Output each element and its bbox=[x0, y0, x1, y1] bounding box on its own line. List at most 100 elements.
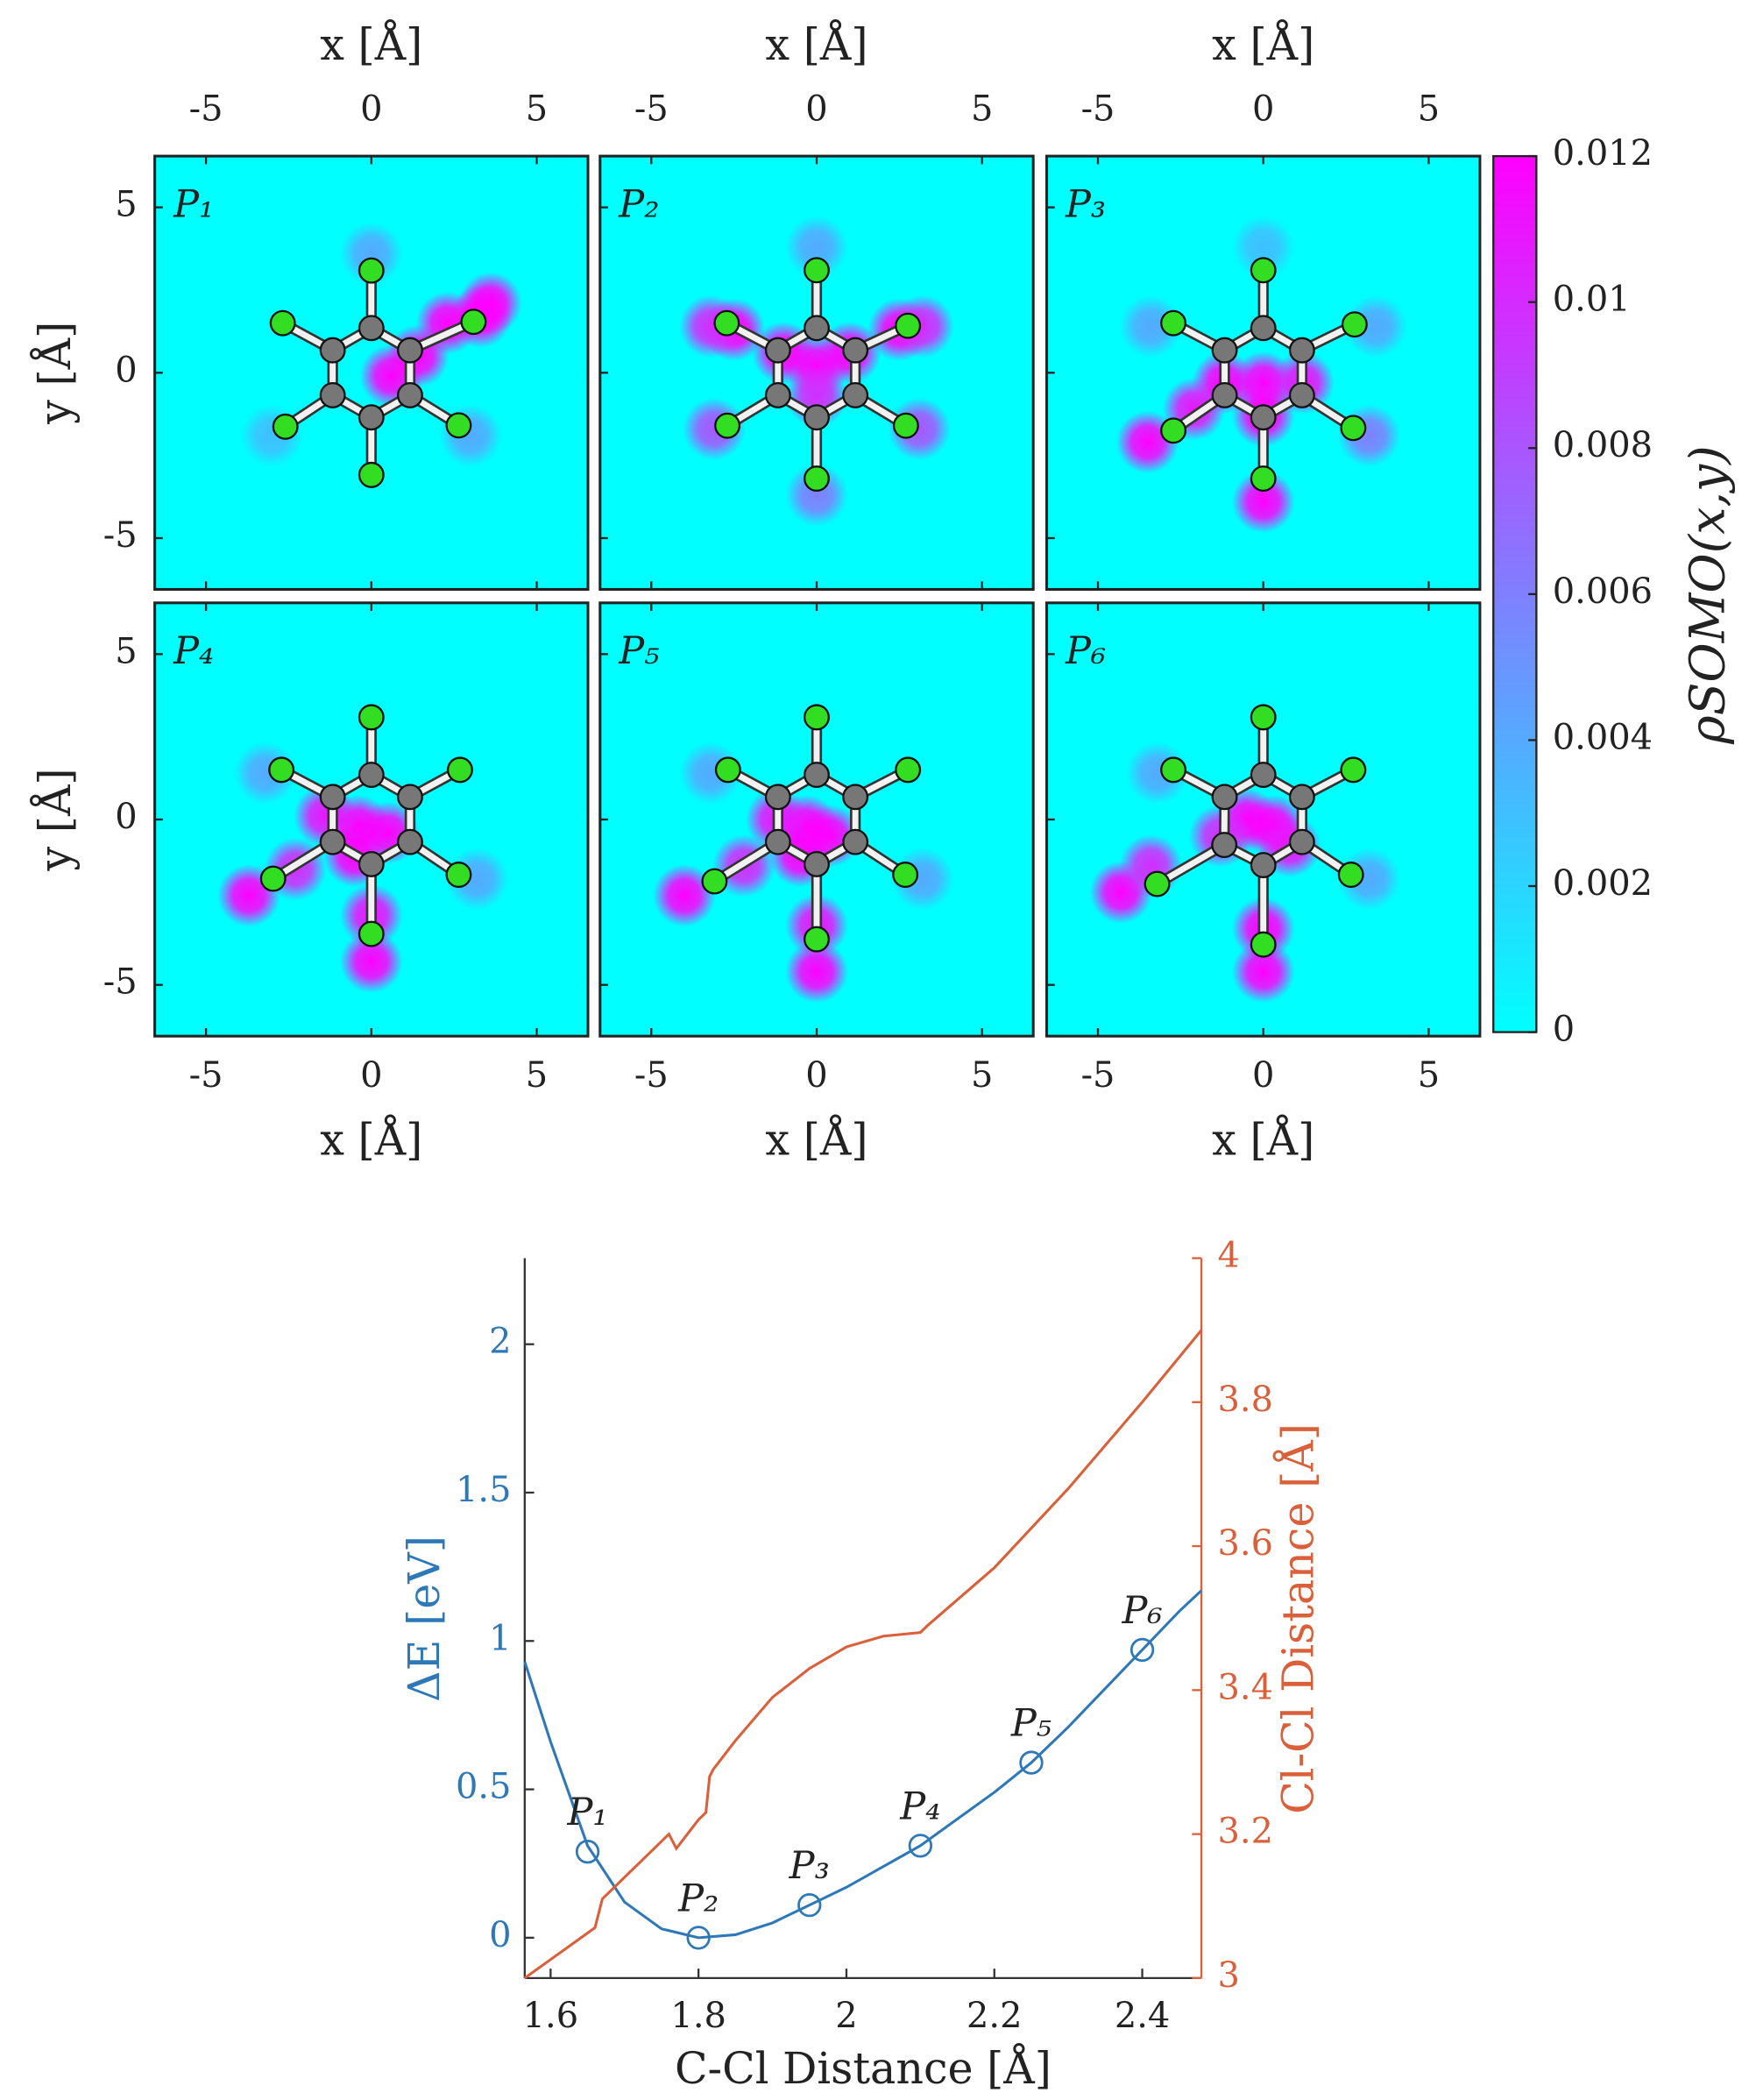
y2-tick-label: 3.2 bbox=[1218, 1812, 1273, 1852]
x-tick-label: -5 bbox=[189, 1055, 223, 1096]
x-tick-label: 1.8 bbox=[670, 1996, 726, 2036]
chlorine-atom bbox=[1250, 257, 1277, 284]
panel bbox=[599, 156, 1034, 590]
chlorine-atom bbox=[1160, 417, 1187, 444]
panel bbox=[1046, 602, 1480, 1037]
panel-label: P₄ bbox=[173, 629, 214, 673]
panel bbox=[154, 602, 588, 1037]
colorbar-tick-label: 0.01 bbox=[1553, 280, 1631, 320]
density-blob bbox=[653, 863, 716, 927]
carbon-atom bbox=[358, 850, 385, 877]
y-tick-label: 0.5 bbox=[456, 1767, 511, 1807]
carbon-atom bbox=[319, 381, 346, 408]
chlorine-atom bbox=[804, 926, 830, 953]
density-blob bbox=[785, 216, 848, 279]
y-tick-label: 2 bbox=[489, 1322, 511, 1362]
y2-tick-label: 3 bbox=[1218, 1955, 1240, 1996]
carbon-atom bbox=[396, 381, 423, 408]
point-marker bbox=[1129, 1637, 1155, 1663]
y2-tick-label: 4 bbox=[1218, 1236, 1240, 1276]
y-tick-label: 5 bbox=[115, 185, 137, 225]
carbon-atom bbox=[1250, 315, 1277, 342]
x-tick-label: 5 bbox=[526, 1055, 548, 1096]
y2-tick-label: 3.4 bbox=[1218, 1667, 1273, 1707]
y-tick-label: 0 bbox=[115, 797, 137, 837]
x-tick-label: 5 bbox=[971, 89, 993, 129]
y-tick-label: -5 bbox=[103, 515, 138, 556]
chlorine-atom bbox=[892, 862, 919, 888]
point-marker bbox=[575, 1840, 600, 1864]
chlorine-atom bbox=[1337, 862, 1364, 888]
carbon-atom bbox=[396, 337, 423, 364]
x-tick-label: -5 bbox=[189, 89, 223, 129]
chlorine-atom bbox=[713, 309, 740, 337]
x-tick-label: -5 bbox=[634, 89, 669, 129]
x-axis-label: x [Å] bbox=[320, 19, 422, 70]
chlorine-atom bbox=[269, 309, 296, 337]
chlorine-atom bbox=[358, 920, 385, 947]
point-marker bbox=[908, 1834, 933, 1858]
carbon-atom bbox=[396, 828, 423, 855]
chlorine-atom bbox=[460, 309, 487, 336]
x-tick-label: 0 bbox=[360, 1055, 382, 1096]
point-label: P₃ bbox=[789, 1844, 830, 1888]
chlorine-atom bbox=[358, 704, 385, 731]
carbon-atom bbox=[1250, 404, 1277, 431]
carbon-atom bbox=[1211, 784, 1238, 811]
panel-label: P₃ bbox=[1065, 182, 1106, 226]
chlorine-atom bbox=[895, 312, 922, 339]
density-blob bbox=[890, 294, 954, 358]
carbon-atom bbox=[1288, 337, 1315, 364]
carbon-atom bbox=[842, 381, 869, 408]
colorbar-label: ρSOMO(x,y) bbox=[1680, 445, 1736, 745]
colorbar-tick-label: 0.002 bbox=[1553, 863, 1653, 904]
carbon-atom bbox=[358, 404, 385, 431]
carbon-atom bbox=[396, 784, 423, 811]
chlorine-atom bbox=[701, 868, 728, 895]
y2-axis-label: Cl-Cl Distance [Å] bbox=[1273, 1423, 1324, 1814]
y-tick-label: 5 bbox=[115, 631, 137, 671]
colorbar-tick-label: 0.004 bbox=[1553, 717, 1653, 757]
carbon-atom bbox=[358, 762, 385, 789]
y-tick-label: 1.5 bbox=[456, 1470, 511, 1510]
x-tick-label: 0 bbox=[805, 89, 827, 129]
carbon-atom bbox=[804, 404, 830, 431]
panel-label: P₁ bbox=[173, 182, 214, 226]
series-line bbox=[523, 1589, 1203, 1940]
x-tick-label: -5 bbox=[634, 1055, 669, 1096]
chlorine-atom bbox=[892, 412, 919, 439]
carbon-atom bbox=[842, 828, 869, 855]
carbon-atom bbox=[804, 315, 830, 342]
carbon-atom bbox=[358, 315, 385, 342]
density-blob bbox=[1231, 216, 1295, 279]
point-label: P₄ bbox=[899, 1784, 940, 1828]
x-tick-label: -5 bbox=[1081, 89, 1115, 129]
chlorine-atom bbox=[445, 862, 472, 888]
carbon-atom bbox=[319, 784, 346, 811]
colorbar-tick-label: 0.008 bbox=[1553, 425, 1653, 465]
chlorine-atom bbox=[714, 756, 741, 784]
x-tick-label: 0 bbox=[805, 1055, 827, 1096]
carbon-atom bbox=[764, 337, 791, 364]
x-tick-label: 5 bbox=[526, 89, 548, 129]
carbon-atom bbox=[764, 381, 791, 408]
point-label: P₂ bbox=[677, 1877, 719, 1920]
colorbar-tick-label: 0.012 bbox=[1553, 133, 1653, 174]
chlorine-atom bbox=[1160, 309, 1187, 337]
chlorine-atom bbox=[272, 413, 299, 440]
chlorine-atom bbox=[714, 412, 741, 439]
carbon-atom bbox=[842, 337, 869, 364]
y-tick-label: -5 bbox=[103, 962, 138, 1003]
y-tick-label: 1 bbox=[489, 1618, 511, 1658]
chlorine-atom bbox=[259, 865, 287, 892]
carbon-atom bbox=[804, 762, 830, 789]
point-label: P₅ bbox=[1010, 1702, 1052, 1746]
chlorine-atom bbox=[1250, 465, 1277, 493]
colorbar-tick-label: 0.006 bbox=[1553, 571, 1653, 612]
chlorine-atom bbox=[804, 465, 830, 493]
x-tick-label: 0 bbox=[360, 89, 382, 129]
x-axis-label: x [Å] bbox=[1212, 19, 1314, 70]
panel bbox=[599, 602, 1034, 1037]
point-label: P₁ bbox=[566, 1791, 607, 1834]
chlorine-atom bbox=[446, 756, 473, 784]
